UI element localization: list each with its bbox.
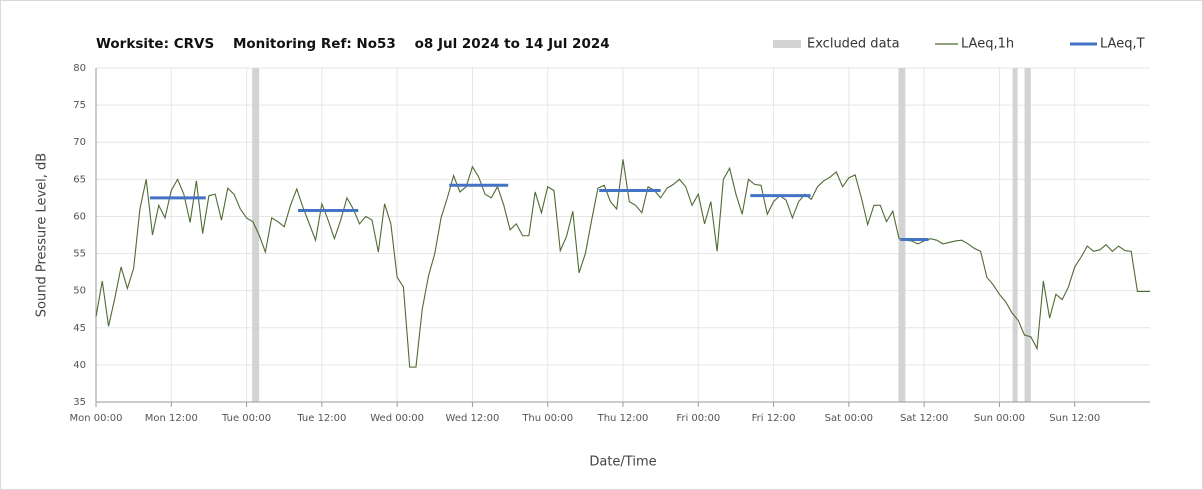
y-tick-label: 55	[73, 249, 86, 260]
y-axis-label: Sound Pressure Level, dB	[35, 153, 50, 317]
y-tick-label: 45	[73, 323, 86, 334]
x-tick-label: Thu 12:00	[597, 413, 649, 424]
excluded-band	[1012, 68, 1018, 402]
y-tick-label: 50	[73, 286, 86, 297]
excluded-band	[252, 68, 260, 402]
x-tick-label: Mon 00:00	[69, 413, 122, 424]
excluded-band	[898, 68, 906, 402]
legend-swatch	[773, 40, 801, 48]
legend: Excluded data LAeq,1h LAeq,T	[773, 37, 1145, 52]
y-tick-label: 65	[73, 174, 86, 185]
excluded-band	[1024, 68, 1031, 402]
y-tick-label: 80	[73, 63, 86, 74]
x-tick-label: Sun 00:00	[974, 413, 1025, 424]
x-tick-label: Wed 00:00	[370, 413, 424, 424]
x-tick-label: Fri 12:00	[752, 413, 796, 424]
x-tick-label: Fri 00:00	[676, 413, 720, 424]
x-tick-label: Mon 12:00	[145, 413, 198, 424]
y-tick-label: 40	[73, 360, 86, 371]
y-tick-label: 60	[73, 211, 86, 222]
y-tick-label: 70	[73, 137, 86, 148]
x-tick-label: Sat 12:00	[900, 413, 948, 424]
x-tick-label: Sun 12:00	[1049, 413, 1100, 424]
x-tick-label: Tue 12:00	[296, 413, 346, 424]
legend-label: Excluded data	[807, 37, 900, 52]
y-tick-label: 35	[73, 397, 86, 408]
y-tick-label: 75	[73, 100, 86, 111]
x-tick-label: Wed 12:00	[446, 413, 500, 424]
legend-label: LAeq,T	[1100, 37, 1145, 52]
x-axis-label: Date/Time	[589, 455, 656, 470]
legend-label: LAeq,1h	[961, 37, 1014, 52]
x-tick-label: Tue 00:00	[221, 413, 271, 424]
chart-title: Worksite: CRVS Monitoring Ref: No53 o8 J…	[96, 36, 610, 52]
x-tick-label: Thu 00:00	[521, 413, 573, 424]
line-series	[95, 159, 1150, 368]
x-tick-label: Sat 00:00	[825, 413, 873, 424]
